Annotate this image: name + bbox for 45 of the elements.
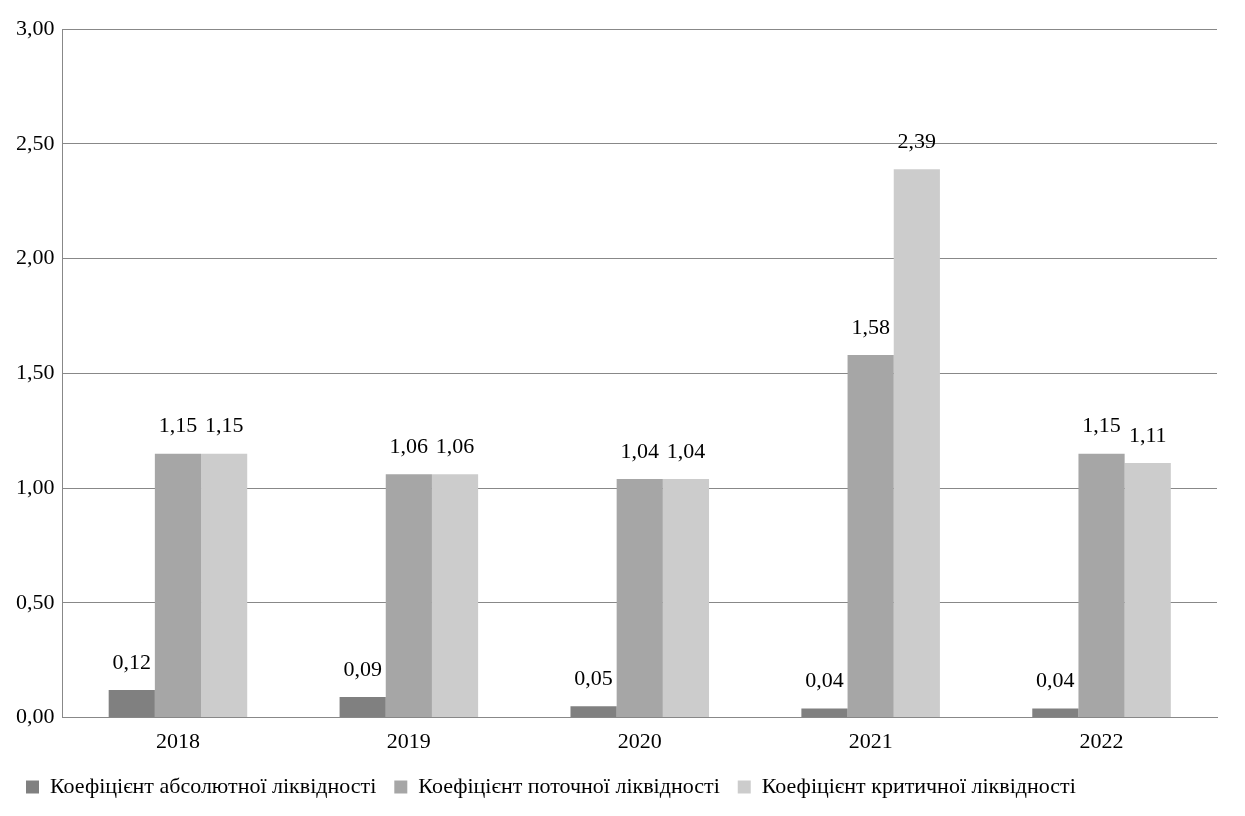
y-tick-label: 2,50 <box>16 129 55 155</box>
y-tick-label: 1,00 <box>16 473 55 499</box>
data-label: 1,58 <box>851 313 890 339</box>
data-label: 0,04 <box>1036 667 1075 693</box>
bar <box>431 474 479 718</box>
x-tick-label: 2019 <box>386 727 431 753</box>
y-tick-label: 0,00 <box>16 703 55 729</box>
x-tick-label: 2018 <box>155 727 200 753</box>
bar <box>1124 462 1171 718</box>
y-tick-label: 2,00 <box>16 244 55 270</box>
legend-label: Коефіцієнт критичної ліквідності <box>761 772 1076 798</box>
bar <box>801 708 848 718</box>
data-label: 1,06 <box>389 433 429 459</box>
data-label: 1,15 <box>204 412 244 438</box>
bar <box>154 453 202 718</box>
data-label: 0,09 <box>343 655 382 681</box>
legend-label: Коефіцієнт абсолютної ліквідності <box>50 772 377 798</box>
y-tick-label: 3,00 <box>16 14 55 40</box>
bar <box>1032 708 1079 718</box>
data-label: 0,04 <box>805 667 844 693</box>
data-label: 0,05 <box>574 664 613 690</box>
x-tick-label: 2022 <box>1079 727 1124 753</box>
data-label: 1,04 <box>620 437 659 463</box>
bar <box>108 690 155 718</box>
bar <box>847 355 894 718</box>
data-label: 1,06 <box>435 433 475 459</box>
bar <box>616 478 663 718</box>
x-tick-label: 2021 <box>848 727 893 753</box>
bar <box>1078 453 1125 718</box>
data-label: 2,39 <box>897 127 937 153</box>
data-label: 1,15 <box>1082 412 1121 438</box>
bar <box>385 474 432 718</box>
bar <box>201 453 248 718</box>
y-tick-label: 0,50 <box>16 588 55 614</box>
x-tick-label: 2020 <box>617 727 662 753</box>
bar <box>339 696 386 718</box>
data-label: 1,15 <box>158 412 198 438</box>
data-label: 1,04 <box>666 437 706 463</box>
y-tick-label: 1,50 <box>16 359 55 385</box>
bar <box>893 169 940 718</box>
bar <box>662 478 710 718</box>
bar <box>570 706 617 718</box>
data-label: 1,11 <box>1128 421 1167 447</box>
legend-label: Коефіцієнт поточної ліквідності <box>418 772 720 798</box>
data-label: 0,12 <box>112 648 152 674</box>
